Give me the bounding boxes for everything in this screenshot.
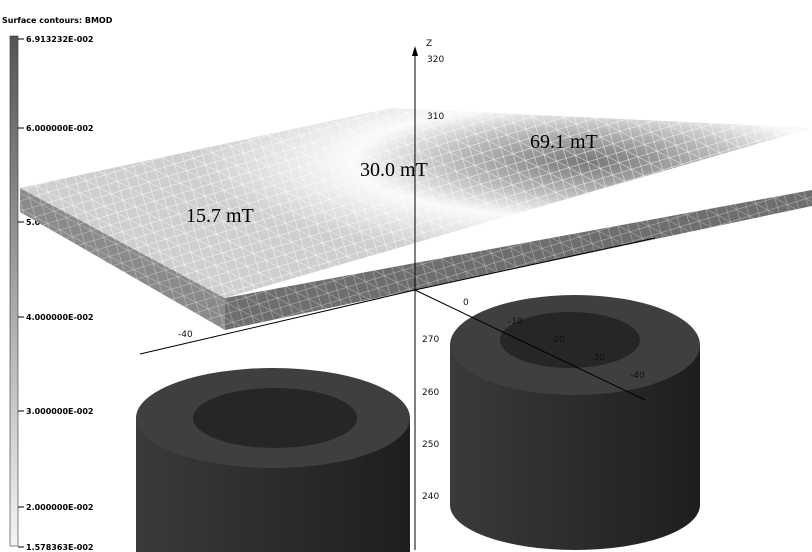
x-tick-label: -40 [178,330,193,340]
y-tick-label: -30 [590,353,605,363]
z-tick-label: 320 [427,55,444,65]
right-cylinder [450,295,700,550]
annotation: 15.7 mT [186,205,254,227]
colorbar-label: 6.000000E-002 [26,124,94,133]
annotation: 30.0 mT [360,159,428,181]
annotation: 69.1 mT [530,131,598,153]
colorbar-label: 3.000000E-002 [26,407,94,416]
z-axis-label: Z [426,39,432,49]
z-tick-label: 310 [427,112,444,122]
colorbar-label: 6.913232E-002 [26,35,94,44]
colorbar-label: 2.000000E-002 [26,503,94,512]
left-cylinder [136,368,410,552]
z-tick-label: 260 [422,388,439,398]
y-tick-label: 0 [463,298,469,308]
z-tick-label: 250 [422,440,439,450]
y-tick-label: -40 [630,371,645,381]
y-tick-label: -10 [508,317,523,327]
colorbar-title: Surface contours: BMOD [2,16,113,25]
colorbar-label: 1.578363E-002 [26,543,94,552]
z-tick-label: 270 [422,335,439,345]
colorbar-label: 4.000000E-002 [26,313,94,322]
viewport: Surface contours: BMOD 6.913232E-002 6.00… [0,0,812,552]
y-tick-label: -20 [550,335,565,345]
colorbar [10,36,18,546]
z-tick-label: 240 [422,492,439,502]
page: {"colorbar":{"title":"Surface contours: … [0,0,812,552]
